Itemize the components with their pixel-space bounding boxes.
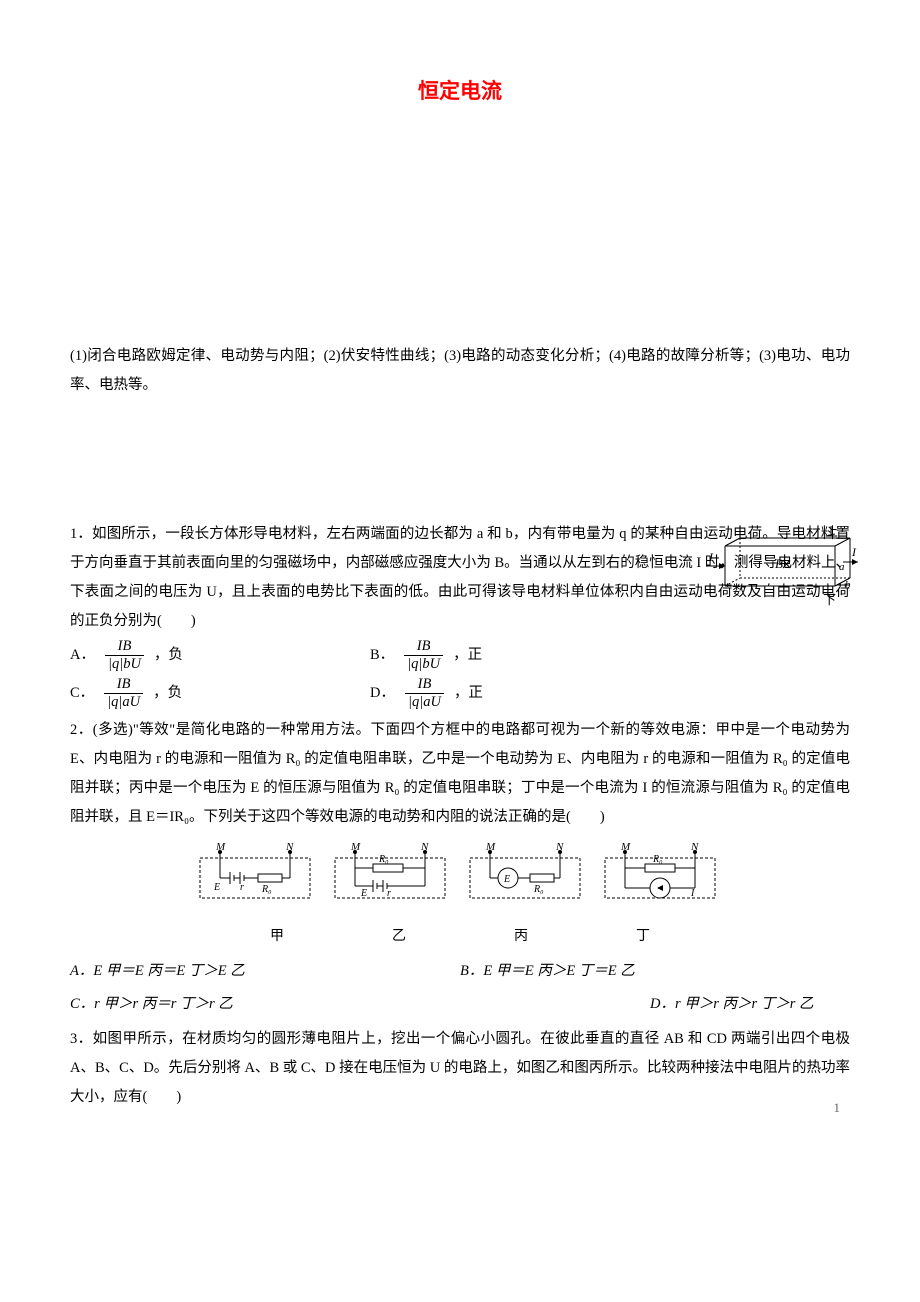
question-1: 1．如图所示，一段长方体形导电材料，左右两端面的边长都为 a 和 b，内有带电量… — [70, 520, 850, 712]
cuboid-i-left: I — [708, 550, 714, 564]
q1-a-suffix: ，负 — [154, 641, 183, 670]
q1-d-label: D． — [370, 679, 395, 708]
label-yi: 乙 — [392, 923, 406, 951]
svg-text:N: N — [420, 841, 429, 853]
circuit-jia: M N E r R₀ — [200, 841, 310, 898]
circuits-svg: M N E r R₀ M N — [190, 840, 730, 910]
svg-text:M: M — [485, 841, 496, 853]
q1-c-fraction: IB |q|aU — [104, 676, 143, 712]
q1-a-num: IB — [105, 638, 144, 655]
cuboid-a-label: a — [839, 561, 845, 573]
q1-b-fraction: IB |q|bU — [404, 638, 443, 674]
q1-d-num: IB — [405, 676, 444, 693]
q1-a-den: |q|bU — [105, 655, 144, 673]
q1-a-label: A． — [70, 641, 95, 670]
svg-text:I: I — [690, 888, 695, 899]
q1-row-1: A． IB |q|bU ，负 B． IB |q|bU ，正 — [70, 638, 610, 674]
q1-option-b: B． IB |q|bU ，正 — [370, 638, 560, 674]
q1-c-den: |q|aU — [104, 693, 143, 711]
q3-text: 3．如图甲所示，在材质均匀的圆形薄电阻片上，挖出一个偏心小圆孔。在彼此垂直的直径… — [70, 1025, 850, 1112]
q2-text: 2．(多选)"等效"是简化电路的一种常用方法。下面四个方框中的电路都可视为一个新… — [70, 716, 850, 832]
svg-text:R₀: R₀ — [533, 884, 544, 895]
svg-text:N: N — [555, 841, 564, 853]
q1-option-c: C． IB |q|aU ，负 — [70, 676, 260, 712]
svg-text:R₀: R₀ — [261, 884, 272, 895]
cuboid-b-side: b — [845, 579, 851, 591]
q1-b-num: IB — [404, 638, 443, 655]
q1-options: A． IB |q|bU ，负 B． IB |q|bU ，正 C． IB — [70, 638, 610, 712]
summary-paragraph: (1)闭合电路欧姆定律、电动势与内阻；(2)伏安特性曲线；(3)电路的动态变化分… — [70, 342, 850, 400]
cuboid-top-label: 上 — [825, 526, 838, 539]
svg-text:R₀: R₀ — [378, 854, 389, 865]
q1-row-2: C． IB |q|aU ，负 D． IB |q|aU ，正 — [70, 676, 610, 712]
question-3: 3．如图甲所示，在材质均匀的圆形薄电阻片上，挖出一个偏心小圆孔。在彼此垂直的直径… — [70, 1025, 850, 1112]
q2-option-a: A．E 甲＝E 丙＝E 丁＞E 乙 — [70, 955, 460, 988]
svg-text:E: E — [360, 888, 367, 899]
svg-text:M: M — [620, 841, 631, 853]
page-number: 1 — [834, 1095, 841, 1121]
q1-b-den: |q|bU — [404, 655, 443, 673]
question-2: 2．(多选)"等效"是简化电路的一种常用方法。下面四个方框中的电路都可视为一个新… — [70, 716, 850, 1021]
label-bing: 丙 — [514, 923, 528, 951]
q2-option-c: C．r 甲＞r 丙＝r 丁＞r 乙 — [70, 988, 460, 1021]
svg-text:E: E — [213, 882, 220, 893]
q1-d-suffix: ，正 — [454, 679, 483, 708]
q2-option-d: D．r 甲＞r 丙＞r 丁＞r 乙 — [460, 988, 850, 1021]
q1-c-num: IB — [104, 676, 143, 693]
q2-circuit-labels: 甲 乙 丙 丁 — [70, 923, 850, 951]
q2-circuits: M N E r R₀ M N — [70, 840, 850, 951]
svg-text:R₀: R₀ — [652, 854, 663, 865]
q2-options: A．E 甲＝E 丙＝E 丁＞E 乙 B．E 甲＝E 丙＞E 丁＝E 乙 C．r … — [70, 955, 850, 1021]
q1-b-label: B． — [370, 641, 394, 670]
cuboid-diagram: 上 I I B a b 下 — [705, 526, 860, 616]
q1-c-suffix: ，负 — [153, 679, 182, 708]
page-title: 恒定电流 — [70, 70, 850, 112]
circuit-ding: M N R₀ I — [605, 841, 715, 899]
label-jia: 甲 — [270, 923, 284, 951]
cuboid-bottom-label: 下 — [823, 592, 836, 607]
svg-text:M: M — [215, 841, 226, 853]
cuboid-b-label: B — [775, 556, 783, 571]
q1-option-a: A． IB |q|bU ，负 — [70, 638, 260, 674]
svg-text:N: N — [690, 841, 699, 853]
cuboid-i-right: I — [851, 545, 857, 559]
svg-text:r: r — [240, 882, 244, 893]
svg-text:E: E — [503, 874, 510, 885]
svg-text:N: N — [285, 841, 294, 853]
q1-a-fraction: IB |q|bU — [105, 638, 144, 674]
q2-option-b: B．E 甲＝E 丙＞E 丁＝E 乙 — [460, 955, 850, 988]
label-ding: 丁 — [636, 923, 650, 951]
circuit-yi: M N R₀ E r — [335, 841, 445, 899]
circuit-bing: M N E R₀ — [470, 841, 580, 898]
q1-c-label: C． — [70, 679, 94, 708]
svg-text:M: M — [350, 841, 361, 853]
q1-d-fraction: IB |q|aU — [405, 676, 444, 712]
svg-text:r: r — [387, 888, 391, 899]
q1-d-den: |q|aU — [405, 693, 444, 711]
q1-option-d: D． IB |q|aU ，正 — [370, 676, 560, 712]
q1-b-suffix: ，正 — [453, 641, 482, 670]
